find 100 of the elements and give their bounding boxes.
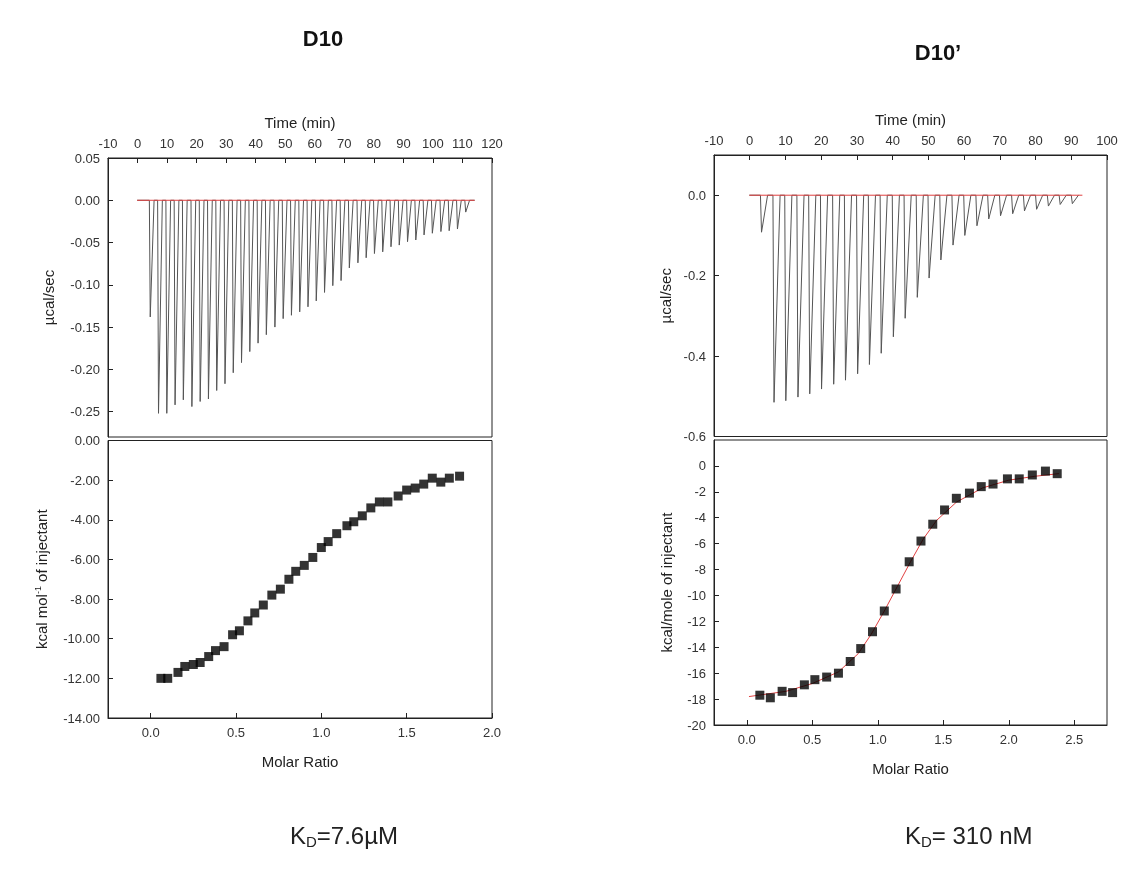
y-tick-label: -4.00 — [70, 512, 100, 528]
point — [357, 511, 367, 521]
y-axis-title: µcal/sec — [40, 269, 57, 326]
x-tick-label: 50 — [278, 136, 293, 151]
y-tick-label: -18 — [687, 691, 706, 707]
point — [180, 661, 190, 671]
x-tick-label: 1.0 — [312, 725, 331, 740]
x-tick-label: 90 — [1064, 133, 1079, 148]
point — [868, 627, 878, 637]
y-tick-label: -4 — [694, 510, 706, 526]
y-tick-label: -2.00 — [70, 472, 100, 488]
point — [267, 590, 277, 600]
point — [383, 497, 393, 507]
point — [219, 642, 229, 652]
point — [291, 566, 301, 576]
point — [788, 688, 798, 698]
chart-title: D10 — [302, 25, 344, 51]
y-tick-label: -8.00 — [70, 591, 100, 607]
y-tick-label: 0.00 — [74, 192, 100, 208]
point — [234, 626, 244, 636]
y-tick-label: -14.00 — [63, 710, 100, 726]
point — [211, 646, 221, 656]
x-tick-label: 0.5 — [803, 732, 822, 747]
x-tick-label: 0.5 — [226, 725, 246, 740]
y-tick-label: -0.6 — [683, 429, 706, 444]
x-tick-label: 80 — [366, 136, 382, 151]
point — [444, 473, 454, 483]
point — [250, 608, 260, 618]
y-axis-title: µcal/sec — [656, 267, 674, 324]
point — [258, 600, 268, 610]
x-tick-label: 100 — [1096, 133, 1118, 148]
y-tick-label: -0.25 — [70, 404, 100, 420]
point — [163, 673, 173, 683]
point — [1014, 474, 1024, 484]
point — [299, 560, 309, 570]
x-tick-label: 70 — [337, 136, 352, 151]
point — [1002, 474, 1012, 484]
point — [366, 503, 376, 513]
y-tick-label: 0.0 — [687, 187, 706, 203]
point — [204, 652, 214, 662]
point — [308, 552, 318, 562]
y-tick-label: 0.00 — [74, 433, 100, 448]
x-tick-label: 60 — [307, 136, 322, 151]
chart-title: D10’ — [914, 39, 962, 65]
point — [275, 584, 285, 594]
x-tick-label: 2.5 — [1065, 732, 1084, 747]
point — [856, 644, 866, 654]
x-tick-label: 20 — [189, 136, 204, 151]
x-tick-label: 1.5 — [397, 725, 416, 740]
x-tick-label: 120 — [481, 136, 503, 151]
x-tick-label: 40 — [248, 136, 263, 151]
y-tick-label: -0.05 — [70, 235, 100, 251]
point — [1027, 470, 1037, 480]
point — [332, 529, 342, 539]
y-tick-label: -2 — [694, 484, 706, 500]
point — [879, 606, 889, 616]
y-tick-label: -12.00 — [63, 670, 100, 686]
x-axis-title: Time (min) — [264, 114, 336, 131]
x-tick-label: 2.0 — [999, 732, 1018, 747]
point — [755, 690, 765, 700]
x-tick-label: 100 — [422, 136, 444, 151]
y-axis-title: kcal mol-1 of injectant — [32, 508, 50, 650]
x-tick-label: 50 — [921, 133, 936, 148]
point — [173, 667, 183, 677]
point — [323, 537, 333, 547]
y-tick-label: -0.4 — [683, 348, 706, 364]
point — [393, 491, 403, 501]
point — [964, 488, 974, 498]
x-tick-label: 110 — [452, 136, 473, 151]
x-axis-title: Molar Ratio — [872, 760, 949, 777]
point — [951, 493, 961, 503]
x-tick-label: 80 — [1028, 133, 1043, 148]
y-tick-label: 0.05 — [74, 150, 100, 166]
y-tick-label: -8 — [694, 562, 706, 578]
point — [810, 675, 820, 685]
y-tick-label: -6 — [694, 536, 706, 552]
x-tick-label: 2.0 — [482, 725, 502, 740]
y-tick-label: -12 — [687, 613, 706, 629]
x-tick-label: 40 — [885, 133, 900, 148]
point — [427, 473, 437, 483]
x-tick-label: 1.0 — [868, 732, 887, 747]
x-axis-title: Time (min) — [874, 111, 947, 128]
point — [845, 657, 855, 667]
point — [940, 505, 950, 515]
point — [243, 616, 253, 626]
point — [419, 479, 429, 489]
point — [455, 471, 465, 481]
point — [904, 557, 914, 567]
point — [777, 686, 787, 696]
y-tick-label: -0.15 — [70, 319, 100, 335]
y-tick-label: -6.00 — [70, 551, 100, 567]
point — [410, 483, 420, 493]
x-tick-label: 20 — [813, 133, 829, 148]
point — [833, 668, 843, 678]
y-tick-label: -10.00 — [63, 631, 100, 647]
x-tick-label: 30 — [849, 133, 865, 148]
x-tick-label: -10 — [98, 136, 118, 151]
point — [765, 693, 775, 703]
point — [822, 672, 832, 682]
point — [284, 574, 294, 584]
